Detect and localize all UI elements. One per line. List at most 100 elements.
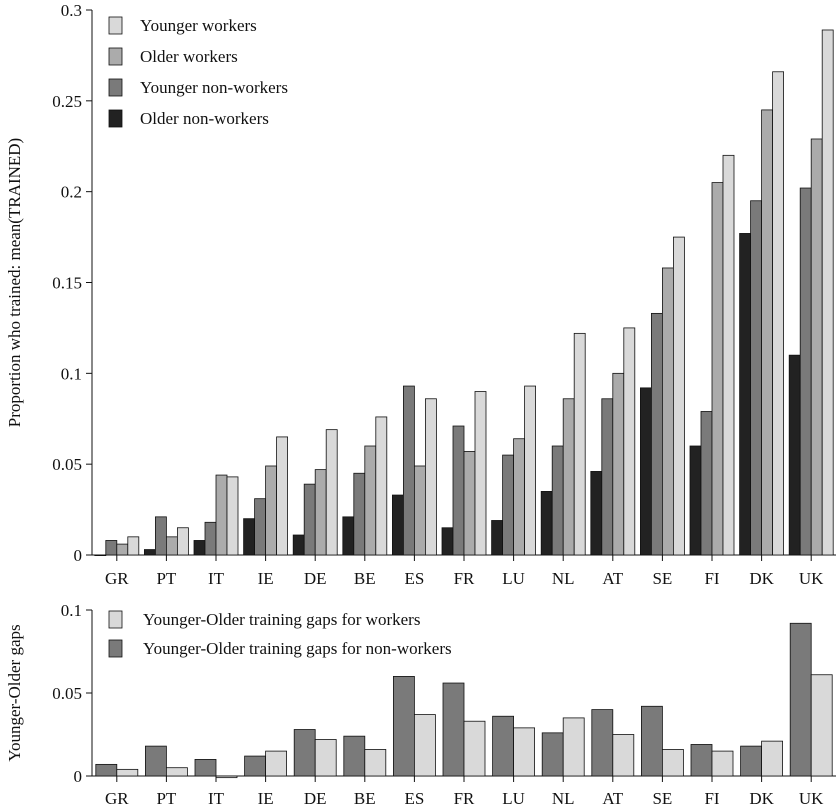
bar-GR-1 [94, 554, 107, 557]
bar-FI-2 [700, 411, 713, 556]
legend-swatch [108, 639, 123, 658]
y-tick-label: 0.25 [52, 92, 82, 111]
bar-GR-2 [105, 540, 118, 556]
x-tick-label-AT: AT [602, 789, 623, 808]
bar-GR-4 [127, 536, 140, 556]
x-tick-label-LU: LU [502, 569, 525, 588]
y-tick-label: 0 [74, 767, 83, 786]
bar-LU-2 [502, 454, 515, 556]
bar-NL-4 [573, 332, 586, 556]
bar-IE-1 [244, 755, 267, 777]
bar-ES-1 [391, 494, 404, 556]
bar-BE-4 [375, 416, 388, 556]
legend-label: Younger workers [140, 16, 257, 35]
bar-AT-2 [612, 734, 635, 777]
x-tick-label-BE: BE [354, 789, 376, 808]
x-tick-label-SE: SE [652, 569, 672, 588]
bar-FI-4 [722, 154, 735, 556]
y-tick-label: 0.1 [61, 601, 82, 620]
bar-SE-1 [640, 387, 652, 556]
bar-ES-3 [413, 465, 426, 556]
chart-panel-2: 0 0.05 0.1 Younger-Older gaps GR PT IT IE DE BE ES… [5, 601, 836, 808]
legend-swatch [108, 47, 123, 66]
x-tick-label-FR: FR [454, 789, 475, 808]
legend-swatch [108, 610, 123, 629]
bar-ES-2 [402, 385, 415, 556]
bar-UK-1 [789, 622, 812, 777]
bar-DK-1 [740, 745, 762, 777]
bar-PT-2 [165, 767, 188, 777]
y-tick-label: 0.05 [52, 684, 82, 703]
bar-LU-3 [513, 438, 525, 556]
bar-SE-2 [662, 749, 684, 777]
x-tick-label-AT: AT [602, 569, 623, 588]
legend-label: Younger-Older training gaps for non-work… [143, 639, 452, 658]
legend-swatch [108, 16, 123, 35]
bar-BE-2 [364, 749, 387, 777]
bar-NL-2 [551, 445, 564, 556]
bar-UK-3 [810, 138, 823, 556]
x-tick-label-PT: PT [156, 569, 176, 588]
bar-IE-2 [265, 750, 288, 777]
bar-BE-1 [343, 735, 366, 777]
x-tick-label-UK: UK [799, 569, 824, 588]
bar-ES-4 [424, 398, 437, 556]
x-tick-label-DK: DK [749, 569, 774, 588]
bar-AT-1 [590, 471, 603, 556]
bar-PT-4 [176, 527, 189, 556]
bar-BE-3 [364, 445, 377, 556]
bar-AT-4 [623, 327, 636, 556]
bar-NL-1 [541, 732, 564, 777]
bar-NL-2 [562, 717, 585, 777]
bar-IE-1 [243, 518, 256, 556]
y-axis-title: Proportion who trained: mean(TRAINED) [5, 138, 24, 427]
y-axis-title: Younger-Older gaps [5, 624, 24, 761]
x-tick-label-ES: ES [404, 789, 424, 808]
x-tick-label-LU: LU [502, 789, 525, 808]
bar-IT-3 [215, 474, 228, 556]
y-tick-label: 0.15 [52, 274, 82, 293]
bar-PT-3 [165, 536, 178, 556]
y-tick-label: 0.3 [61, 1, 82, 20]
bar-DE-4 [325, 429, 338, 556]
legend-label: Younger non-workers [140, 78, 288, 97]
bar-SE-3 [662, 267, 674, 556]
bar-IT-4 [226, 476, 239, 556]
x-tick-label-DE: DE [304, 569, 327, 588]
bar-GR-3 [116, 543, 129, 556]
bar-LU-1 [492, 715, 515, 777]
x-tick-label-FI: FI [704, 789, 719, 808]
bar-PT-2 [154, 516, 167, 556]
bar-FR-2 [463, 720, 486, 777]
bar-PT-1 [143, 549, 156, 556]
x-tick-label-NL: NL [552, 789, 575, 808]
bar-UK-2 [810, 674, 833, 777]
bar-IT-2 [204, 521, 217, 556]
bar-GR-1 [95, 763, 118, 777]
bar-AT-2 [601, 398, 614, 556]
bar-SE-1 [641, 705, 663, 777]
bar-FR-2 [452, 425, 465, 556]
bar-FI-3 [711, 182, 724, 556]
bar-IE-2 [254, 498, 267, 556]
bar-GR-2 [116, 768, 139, 777]
bar-AT-3 [612, 372, 625, 556]
bar-UK-4 [821, 29, 834, 556]
bar-DK-3 [761, 109, 773, 556]
x-tick-label-FI: FI [704, 569, 719, 588]
bar-FR-3 [463, 451, 476, 556]
bar-FI-1 [690, 744, 713, 777]
x-tick-label-IE: IE [258, 789, 274, 808]
bar-PT-1 [144, 745, 167, 777]
bar-DE-1 [292, 534, 305, 556]
x-tick-label-IE: IE [258, 569, 274, 588]
x-tick-label-IT: IT [208, 789, 225, 808]
x-tick-label-NL: NL [552, 569, 575, 588]
x-tick-label-IT: IT [208, 569, 225, 588]
bar-DE-2 [314, 739, 337, 777]
bar-DE-1 [293, 729, 316, 777]
legend: Younger-Older training gaps for workers Y… [108, 610, 452, 658]
x-tick-label-BE: BE [354, 569, 376, 588]
bar-DE-2 [303, 483, 316, 556]
